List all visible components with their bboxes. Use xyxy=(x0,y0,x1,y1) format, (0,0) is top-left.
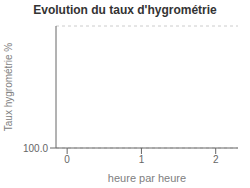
svg-text:1: 1 xyxy=(139,154,145,165)
svg-text:0: 0 xyxy=(64,154,70,165)
svg-text:100.0: 100.0 xyxy=(23,143,48,154)
html-text:Evolution du taux d'hygrométri: Evolution du taux d'hygrométrie xyxy=(33,3,217,17)
svg-text:Taux hygrométrie %: Taux hygrométrie % xyxy=(8,43,14,131)
svg-text:heure par heure: heure par heure xyxy=(108,172,186,184)
svg-text:2: 2 xyxy=(213,154,219,165)
